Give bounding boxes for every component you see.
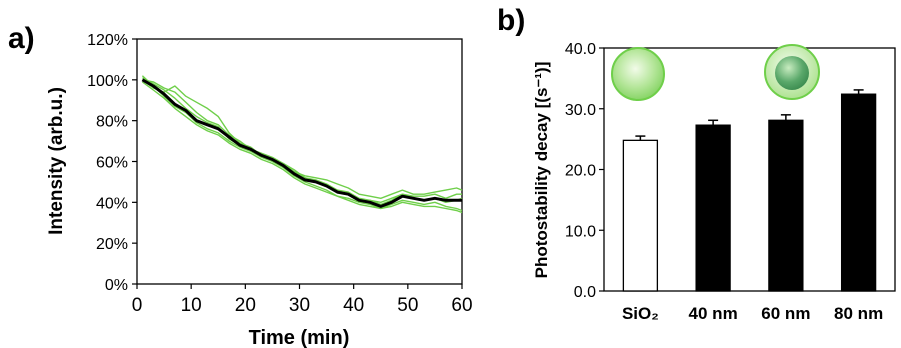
y-tick-label: 40.0 [565, 41, 596, 58]
y-tick-label: 80% [96, 114, 128, 131]
category-label: 40 nm [689, 304, 738, 323]
panel-a-label: a) [8, 22, 35, 55]
y-tick-label: 20% [96, 236, 128, 253]
panel-a-line-chart: a) Intensity (arb.u.) Time (min) 0% 20% 40… [8, 22, 473, 348]
panel-a-series [141, 75, 463, 214]
trace-series-line [141, 79, 463, 200]
y-tick-label: 120% [87, 32, 128, 49]
panel-a-plot-frame [136, 38, 463, 285]
y-tick-label: 40% [96, 195, 128, 212]
y-tick-label: 20.0 [565, 163, 596, 180]
x-tick-label: 50 [397, 295, 418, 316]
category-label: SiO₂ [622, 304, 659, 323]
x-tick-label: 0 [132, 295, 143, 316]
panel-a-y-axis-label: Intensity (arb.u.) [46, 87, 67, 235]
panel-a-x-ticks: 0 10 20 30 40 50 60 [132, 284, 473, 316]
trace-series-line [142, 77, 463, 212]
panel-b-bars [622, 89, 877, 292]
category-label: 80 nm [834, 304, 883, 323]
mean-series-line [141, 78, 462, 208]
x-tick-label: 60 [451, 295, 472, 316]
trace-series-line [141, 81, 463, 214]
x-tick-label: 30 [289, 295, 310, 316]
bar [622, 139, 659, 292]
panel-a-y-ticks: 0% 20% 40% 60% 80% 100% 120% [87, 32, 137, 294]
y-tick-label: 0.0 [574, 284, 596, 301]
y-tick-label: 10.0 [565, 223, 596, 240]
y-tick-label: 0% [105, 277, 128, 294]
panel-b-y-ticks: 0.0 10.0 20.0 30.0 40.0 [565, 41, 604, 301]
x-tick-label: 40 [343, 295, 364, 316]
core-shell-green-nanoparticle-icon [764, 44, 820, 100]
x-tick-label: 20 [235, 295, 256, 316]
x-tick-label: 10 [181, 295, 202, 316]
panel-b-category-labels: SiO₂ 40 nm 60 nm 80 nm [622, 304, 883, 323]
category-label: 60 nm [761, 304, 810, 323]
y-tick-label: 100% [87, 73, 128, 90]
solid-green-nanoparticle-icon [611, 47, 665, 101]
trace-series-line [141, 75, 462, 204]
y-tick-label: 30.0 [565, 102, 596, 119]
panel-a-x-axis-label: Time (min) [249, 327, 350, 348]
panel-b-bar-chart: b) Photostability decay [(s⁻¹)] 0.0 10.0 2… [497, 4, 896, 323]
panel-b-y-axis-label: Photostability decay [(s⁻¹)] [532, 62, 551, 279]
bar [768, 119, 804, 292]
bar [840, 93, 877, 292]
y-tick-label: 60% [96, 155, 128, 172]
bar [695, 124, 731, 292]
panel-b-label: b) [497, 4, 525, 37]
